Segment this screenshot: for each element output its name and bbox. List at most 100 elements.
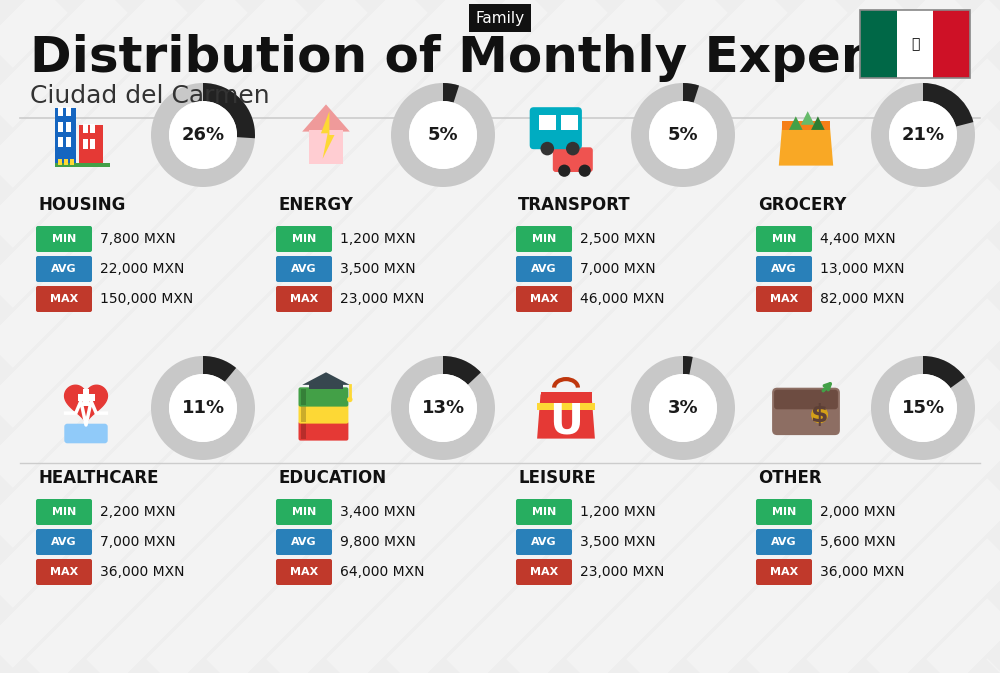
Polygon shape <box>321 111 334 159</box>
Wedge shape <box>871 83 975 187</box>
Text: MIN: MIN <box>772 507 796 517</box>
Circle shape <box>347 397 353 402</box>
Text: MAX: MAX <box>530 294 558 304</box>
FancyBboxPatch shape <box>516 226 572 252</box>
Wedge shape <box>923 356 965 388</box>
Wedge shape <box>391 83 495 187</box>
Polygon shape <box>537 394 595 439</box>
Text: Ciudad del Carmen: Ciudad del Carmen <box>30 84 270 108</box>
Text: AVG: AVG <box>291 537 317 547</box>
FancyBboxPatch shape <box>756 499 812 525</box>
Text: MIN: MIN <box>52 507 76 517</box>
Wedge shape <box>151 83 255 187</box>
FancyBboxPatch shape <box>530 107 582 149</box>
Text: MAX: MAX <box>770 294 798 304</box>
FancyBboxPatch shape <box>539 114 556 130</box>
Text: Distribution of Monthly Expenses: Distribution of Monthly Expenses <box>30 34 970 82</box>
FancyBboxPatch shape <box>36 499 92 525</box>
Text: 36,000 MXN: 36,000 MXN <box>100 565 184 579</box>
Text: 3,500 MXN: 3,500 MXN <box>580 535 656 549</box>
FancyBboxPatch shape <box>298 421 348 441</box>
Text: MAX: MAX <box>290 294 318 304</box>
Text: HEALTHCARE: HEALTHCARE <box>38 469 158 487</box>
Text: MAX: MAX <box>770 567 798 577</box>
FancyBboxPatch shape <box>276 559 332 585</box>
FancyBboxPatch shape <box>516 499 572 525</box>
Text: U: U <box>549 400 583 443</box>
Text: 64,000 MXN: 64,000 MXN <box>340 565 424 579</box>
Circle shape <box>566 142 580 155</box>
Text: LEISURE: LEISURE <box>518 469 596 487</box>
FancyBboxPatch shape <box>276 256 332 282</box>
FancyBboxPatch shape <box>309 382 343 389</box>
Text: GROCERY: GROCERY <box>758 196 846 214</box>
FancyBboxPatch shape <box>300 423 306 439</box>
FancyBboxPatch shape <box>83 389 89 406</box>
Text: AVG: AVG <box>51 264 77 274</box>
Circle shape <box>169 374 237 442</box>
FancyBboxPatch shape <box>83 139 88 149</box>
FancyBboxPatch shape <box>64 424 108 444</box>
Wedge shape <box>871 356 975 460</box>
FancyBboxPatch shape <box>58 107 63 116</box>
FancyBboxPatch shape <box>933 10 970 78</box>
Text: 1,200 MXN: 1,200 MXN <box>340 232 416 246</box>
Text: 2,200 MXN: 2,200 MXN <box>100 505 176 519</box>
Text: Family: Family <box>475 11 525 26</box>
Wedge shape <box>443 83 459 103</box>
Text: 7,000 MXN: 7,000 MXN <box>100 535 176 549</box>
Wedge shape <box>151 356 255 460</box>
Text: AVG: AVG <box>51 537 77 547</box>
Text: 13%: 13% <box>421 399 465 417</box>
Wedge shape <box>923 83 973 127</box>
FancyBboxPatch shape <box>36 529 92 555</box>
Text: 3%: 3% <box>668 399 698 417</box>
FancyBboxPatch shape <box>537 403 595 410</box>
FancyBboxPatch shape <box>58 122 63 132</box>
Wedge shape <box>443 356 481 385</box>
Polygon shape <box>302 104 350 132</box>
Polygon shape <box>801 111 814 125</box>
Text: 22,000 MXN: 22,000 MXN <box>100 262 184 276</box>
FancyBboxPatch shape <box>36 256 92 282</box>
FancyBboxPatch shape <box>276 226 332 252</box>
Wedge shape <box>203 83 255 138</box>
Text: MAX: MAX <box>530 567 558 577</box>
Text: MAX: MAX <box>290 567 318 577</box>
FancyBboxPatch shape <box>79 125 103 166</box>
Text: AVG: AVG <box>771 537 797 547</box>
Wedge shape <box>203 356 236 382</box>
FancyBboxPatch shape <box>58 159 62 165</box>
Text: HOUSING: HOUSING <box>38 196 125 214</box>
Text: $: $ <box>811 403 828 427</box>
Text: TRANSPORT: TRANSPORT <box>518 196 631 214</box>
Text: 23,000 MXN: 23,000 MXN <box>580 565 664 579</box>
Circle shape <box>409 374 477 442</box>
Text: 🦅: 🦅 <box>911 37 919 51</box>
Text: AVG: AVG <box>531 264 557 274</box>
FancyBboxPatch shape <box>553 147 593 172</box>
Circle shape <box>889 374 957 442</box>
FancyBboxPatch shape <box>36 286 92 312</box>
FancyBboxPatch shape <box>90 124 95 133</box>
FancyBboxPatch shape <box>756 286 812 312</box>
Circle shape <box>169 101 237 169</box>
FancyBboxPatch shape <box>897 10 933 78</box>
Wedge shape <box>683 356 693 375</box>
Circle shape <box>540 142 554 155</box>
Wedge shape <box>391 356 495 460</box>
Text: MIN: MIN <box>52 234 76 244</box>
Text: ENERGY: ENERGY <box>278 196 353 214</box>
Polygon shape <box>65 385 107 424</box>
Text: 9,800 MXN: 9,800 MXN <box>340 535 416 549</box>
Circle shape <box>409 101 477 169</box>
FancyBboxPatch shape <box>309 130 343 164</box>
FancyBboxPatch shape <box>300 406 306 421</box>
FancyBboxPatch shape <box>298 404 348 423</box>
Wedge shape <box>683 83 699 103</box>
Text: 11%: 11% <box>181 399 225 417</box>
FancyBboxPatch shape <box>276 286 332 312</box>
Text: 5%: 5% <box>668 126 698 144</box>
FancyBboxPatch shape <box>78 394 94 401</box>
Text: 3,500 MXN: 3,500 MXN <box>340 262 416 276</box>
